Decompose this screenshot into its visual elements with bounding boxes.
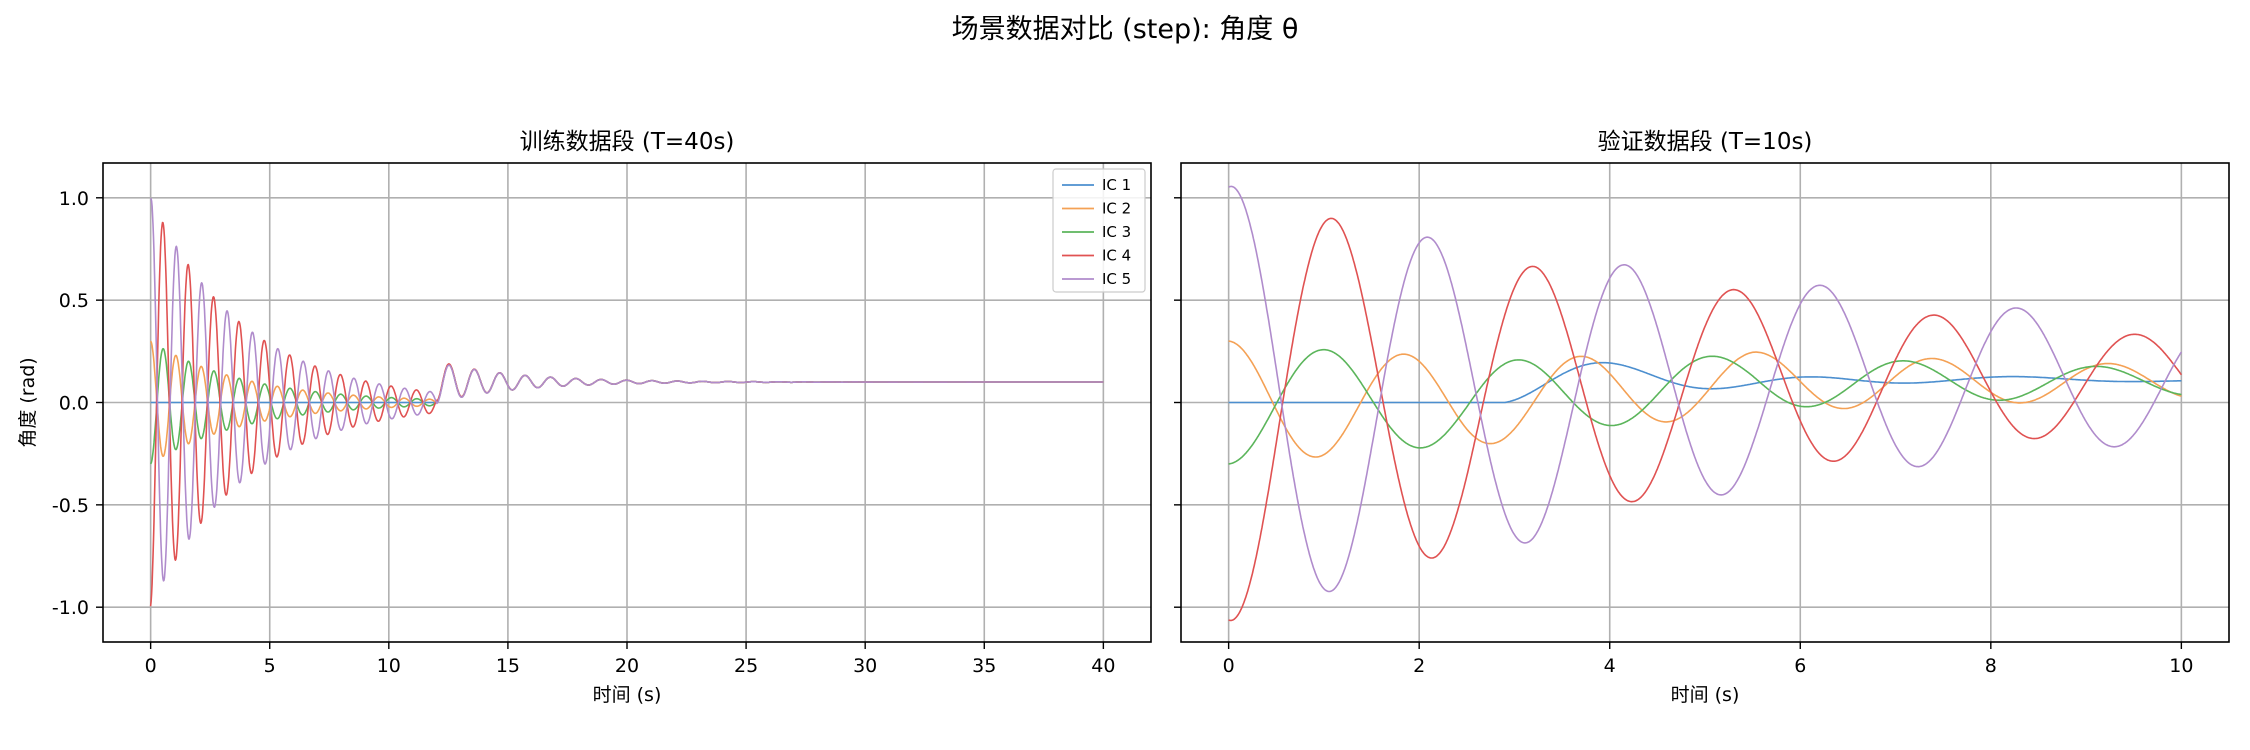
figure-title: 场景数据对比 (step): 角度 θ	[952, 14, 1299, 45]
x-tick-label: 40	[1091, 655, 1115, 677]
y-tick-label: -1.0	[52, 597, 89, 619]
series-line-ic-4	[1228, 217, 2183, 622]
series-group	[149, 198, 1104, 607]
panel-title: 验证数据段 (T=10s)	[1598, 129, 1813, 155]
x-tick-label: 20	[615, 655, 639, 677]
validation-panel: 0 2 4 6 8 10 验证数据段 (T=10s) 时间 (s)	[1174, 129, 2230, 706]
series-line-ic-5	[150, 198, 1104, 582]
y-tick-label: 0.5	[59, 290, 89, 312]
legend-label-ic-2: IC 2	[1102, 200, 1131, 218]
x-tick-label: 15	[496, 655, 520, 677]
x-tick-label: 2	[1413, 655, 1425, 677]
series-line-ic-1	[1228, 361, 2182, 404]
x-axis-label: 时间 (s)	[593, 684, 662, 706]
series-line-ic-5	[1228, 185, 2183, 593]
series-group	[1228, 185, 2183, 622]
legend-label-ic-4: IC 4	[1102, 247, 1131, 265]
panel-title: 训练数据段 (T=40s)	[520, 129, 735, 155]
x-tick-label: 4	[1604, 655, 1616, 677]
training-panel: 0 5 10 15 20 25 30 35 40 1.0 0.5 0.0 -0.5 -1.0 训练数据段 (…	[17, 129, 1152, 706]
x-tick-label: 30	[853, 655, 877, 677]
x-tick-label: 6	[1794, 655, 1806, 677]
x-tick-label: 10	[2169, 655, 2193, 677]
legend-label-ic-3: IC 3	[1102, 223, 1131, 241]
legend-box	[1052, 168, 1146, 293]
x-tick-label: 35	[972, 655, 996, 677]
legend: IC 1 IC 2 IC 3 IC 4 IC 5	[1052, 168, 1146, 293]
x-tick-label: 10	[377, 655, 401, 677]
y-axis-label: 角度 (rad)	[17, 357, 39, 447]
x-tick-label: 0	[1223, 655, 1235, 677]
x-tick-label: 25	[734, 655, 758, 677]
y-tick-label: -0.5	[52, 495, 89, 517]
legend-label-ic-5: IC 5	[1102, 270, 1131, 288]
y-tick-label: 0.0	[59, 393, 89, 415]
x-tick-label: 5	[264, 655, 276, 677]
legend-label-ic-1: IC 1	[1102, 176, 1131, 194]
x-tick-label: 0	[145, 655, 157, 677]
y-tick-label: 1.0	[59, 188, 89, 210]
x-tick-label: 8	[1985, 655, 1997, 677]
x-axis-label: 时间 (s)	[1671, 684, 1740, 706]
